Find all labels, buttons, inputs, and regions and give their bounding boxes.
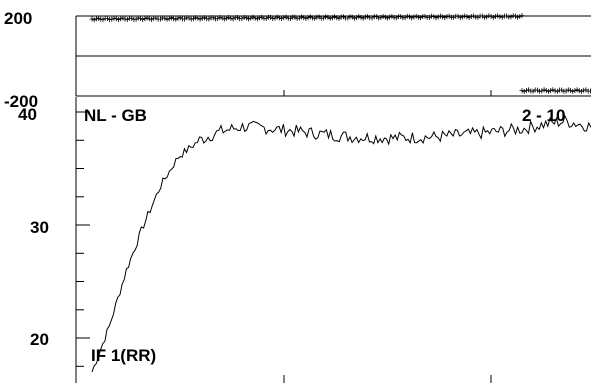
top-series-markers	[89, 13, 591, 94]
panel-bottom-label: IF 1(RR)	[91, 346, 156, 365]
bottom-panel: 40 30 20 NL - GB 2 - 10 IF 1(RR)	[18, 97, 591, 383]
panel-title-right: 2 - 10	[522, 106, 565, 125]
top-series-0-markers	[89, 13, 525, 23]
panel-title-left: NL - GB	[84, 106, 147, 125]
top-panel: 200 -200	[4, 9, 591, 111]
bottom-y-ticks	[76, 111, 90, 367]
top-y-tick-label-200: 200	[4, 9, 32, 28]
y-tick-label-30: 30	[30, 218, 49, 237]
y-tick-label-40: 40	[18, 105, 37, 124]
y-tick-label-20: 20	[30, 330, 49, 349]
series-line	[91, 114, 591, 373]
top-series-1-markers	[519, 87, 591, 94]
top-y-tick-label-neg200: -200	[4, 92, 38, 111]
